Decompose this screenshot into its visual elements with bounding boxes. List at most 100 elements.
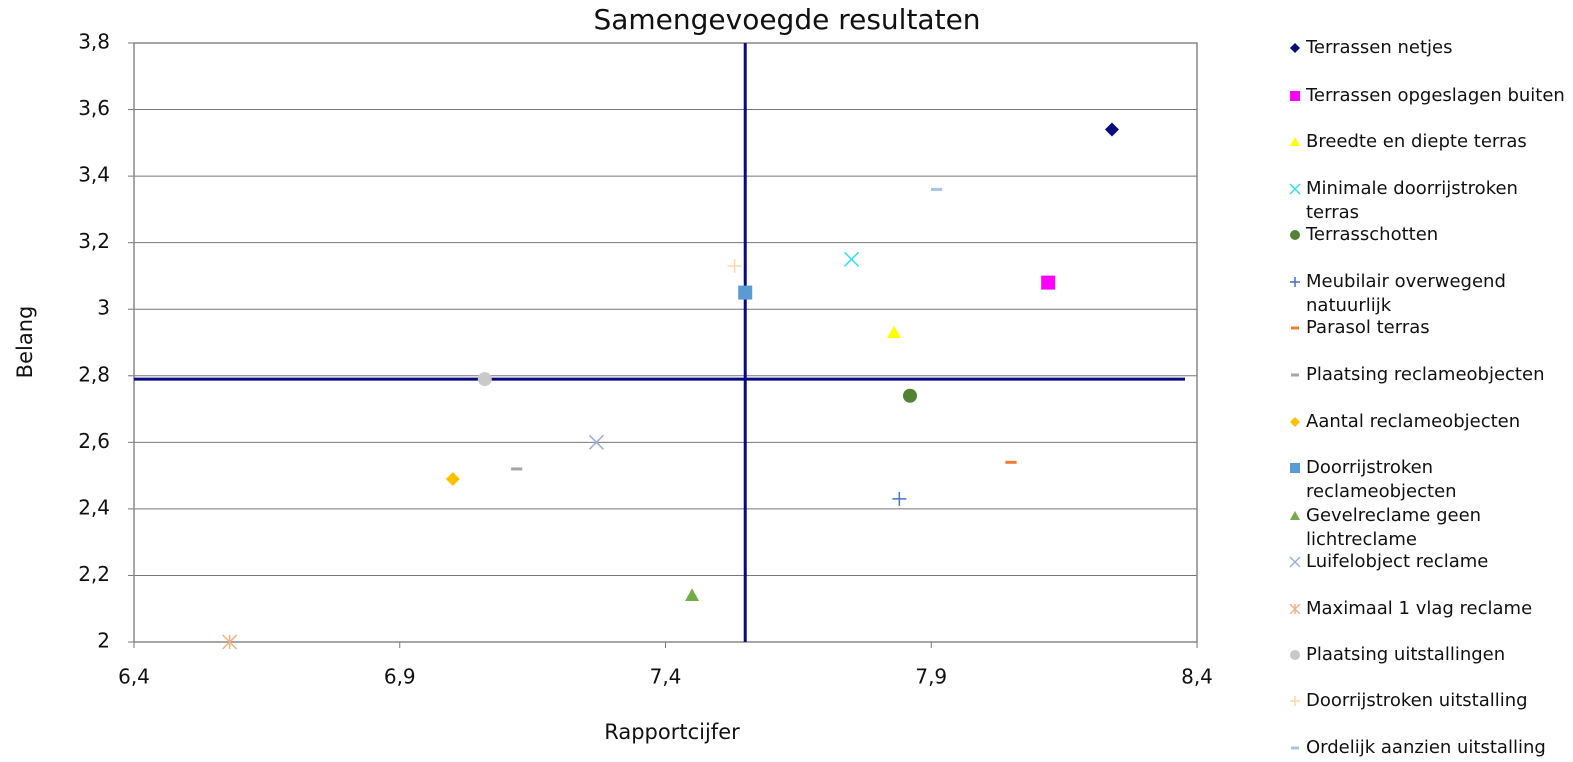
- y-tick-label: 3,2: [78, 229, 110, 253]
- legend-item: Minimale doorrijstroken terras: [1288, 177, 1573, 225]
- y-axis-label: Belang: [13, 306, 37, 379]
- legend-item: Aantal reclameobjecten: [1288, 410, 1573, 434]
- legend-label: Doorrijstroken reclameobjecten: [1306, 457, 1457, 502]
- marker: [445, 471, 460, 486]
- legend-label: Gevelreclame geen lichtreclame: [1306, 505, 1482, 550]
- legend-item: Breedte en diepte terras: [1288, 130, 1573, 154]
- marker: [1041, 275, 1056, 290]
- legend-marker: [1290, 137, 1300, 146]
- y-tick-label: 2: [97, 629, 110, 653]
- marker: [1104, 122, 1119, 137]
- legend-item: Luifelobject reclame: [1288, 550, 1573, 574]
- x-tick-label: 7,9: [915, 665, 947, 689]
- legend-label: Minimale doorrijstroken terras: [1306, 178, 1518, 223]
- legend-label: Terrasschotten: [1306, 224, 1439, 245]
- legend-item: Meubilair overwegend natuurlijk: [1288, 270, 1573, 318]
- legend-label: Terrassen opgeslagen buiten: [1306, 85, 1565, 106]
- legend-marker: [1289, 183, 1301, 195]
- y-tick-label: 2,8: [78, 362, 110, 386]
- marker: [930, 187, 943, 191]
- marker: [1290, 463, 1300, 473]
- legend-item: Terrasschotten: [1288, 223, 1573, 247]
- marker: [1290, 511, 1300, 520]
- marker: [892, 491, 907, 506]
- y-tick-label: 2,2: [78, 562, 110, 586]
- y-tick-label: 3,8: [78, 30, 110, 54]
- marker: [1291, 746, 1299, 750]
- marker: [1290, 91, 1300, 101]
- plot-frame: [133, 42, 1198, 643]
- legend-marker: [1290, 650, 1300, 660]
- y-tick-label: 3,6: [78, 96, 110, 120]
- chart-title: Samengevoegde resultaten: [593, 3, 980, 36]
- legend-item: Terrassen opgeslagen buiten: [1288, 84, 1573, 108]
- legend-label: Terrassen netjes: [1306, 37, 1453, 58]
- marker: [1290, 696, 1300, 706]
- legend-label: Luifelobject reclame: [1306, 551, 1489, 572]
- legend-marker: [1290, 463, 1300, 473]
- x-tick-label: 7,4: [650, 665, 682, 689]
- marker: [222, 634, 238, 650]
- legend-label: Doorrijstroken uitstalling: [1306, 690, 1528, 711]
- legend-marker: [1289, 603, 1301, 615]
- marker: [738, 285, 753, 300]
- legend-marker: [1290, 230, 1300, 240]
- marker: [1290, 43, 1300, 53]
- legend-label: Meubilair overwegend natuurlijk: [1306, 271, 1506, 316]
- marker: [1290, 230, 1300, 240]
- x-axis-label: Rapportcijfer: [604, 720, 740, 744]
- marker: [1289, 183, 1301, 195]
- legend-marker: [1290, 417, 1300, 427]
- y-tick-label: 3: [97, 296, 110, 320]
- legend-item: Parasol terras: [1288, 316, 1573, 340]
- legend-item: Doorrijstroken uitstalling: [1288, 689, 1573, 713]
- legend-item: Terrassen netjes: [1288, 36, 1573, 60]
- legend-item: Doorrijstroken reclameobjecten: [1288, 456, 1573, 504]
- marker: [511, 467, 523, 471]
- marker: [1005, 460, 1017, 464]
- marker: [1290, 277, 1300, 287]
- marker: [1289, 603, 1301, 615]
- marker: [1289, 556, 1301, 568]
- legend-marker: [1291, 373, 1299, 377]
- legend-label: Ordelijk aanzien uitstalling: [1306, 737, 1546, 758]
- marker: [1291, 326, 1299, 330]
- marker: [727, 258, 742, 273]
- legend-label: Plaatsing uitstallingen: [1306, 644, 1506, 665]
- legend-marker: [1290, 43, 1300, 53]
- legend-marker: [1291, 326, 1299, 330]
- legend-item: Plaatsing reclameobjecten: [1288, 363, 1573, 387]
- chart: Samengevoegde resultaten Rapportcijfer B…: [13, 3, 1213, 744]
- marker: [843, 251, 860, 267]
- y-tick-label: 2,4: [78, 495, 110, 519]
- marker: [887, 325, 902, 339]
- legend-label: Maximaal 1 vlag reclame: [1306, 598, 1533, 619]
- legend-item: Ordelijk aanzien uitstalling: [1288, 736, 1573, 760]
- y-tick-label: 3,4: [78, 163, 110, 187]
- legend-label: Parasol terras: [1306, 317, 1430, 338]
- marker: [477, 372, 492, 387]
- legend-marker: [1290, 511, 1300, 520]
- x-tick-label: 6,4: [118, 665, 150, 689]
- marker: [1290, 650, 1300, 660]
- legend-label: Aantal reclameobjecten: [1306, 411, 1521, 432]
- legend-marker: [1290, 91, 1300, 101]
- legend-marker: [1289, 556, 1301, 568]
- legend-marker: [1290, 277, 1300, 287]
- legend-label: Plaatsing reclameobjecten: [1306, 364, 1545, 385]
- marker: [902, 388, 917, 403]
- legend-marker: [1290, 696, 1300, 706]
- marker: [1290, 417, 1300, 427]
- marker: [588, 434, 604, 450]
- x-tick-label: 6,9: [384, 665, 416, 689]
- legend-item: Gevelreclame geen lichtreclame: [1288, 504, 1573, 552]
- legend-item: Plaatsing uitstallingen: [1288, 643, 1573, 667]
- marker: [685, 588, 700, 602]
- y-tick-label: 2,6: [78, 429, 110, 453]
- x-tick-label: 8,4: [1181, 665, 1213, 689]
- legend-item: Maximaal 1 vlag reclame: [1288, 597, 1573, 621]
- legend-marker: [1291, 746, 1299, 750]
- marker: [1291, 373, 1299, 377]
- legend-label: Breedte en diepte terras: [1306, 131, 1527, 152]
